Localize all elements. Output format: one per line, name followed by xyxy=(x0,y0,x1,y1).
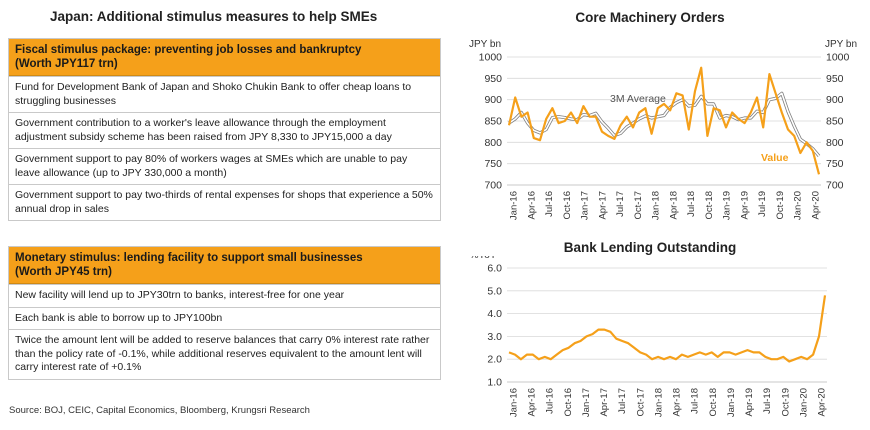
y-tick-label-right: 900 xyxy=(826,94,844,106)
monetary-heading: Monetary stimulus: lending facility to s… xyxy=(15,252,363,264)
y-tick-label: 6.0 xyxy=(487,263,502,275)
x-tick-label: Apr-16 xyxy=(527,388,538,417)
y-tick-label: 1.0 xyxy=(487,377,502,389)
x-tick-label: Jul-18 xyxy=(690,388,701,414)
y-tick-label: 850 xyxy=(484,116,502,128)
x-tick-label: Jul-16 xyxy=(544,191,555,217)
series-line-0 xyxy=(508,295,827,363)
y-axis-label: %YoY xyxy=(470,256,497,261)
monetary-panel: Monetary stimulus: lending facility to s… xyxy=(8,246,441,380)
y-tick-label-right: 950 xyxy=(826,73,844,85)
left-title: Japan: Additional stimulus measures to h… xyxy=(50,9,378,24)
x-tick-label: Apr-19 xyxy=(744,388,755,417)
x-tick-label: Jul-16 xyxy=(545,388,556,414)
y-tick-label: 5.0 xyxy=(487,285,502,297)
x-tick-label: Jan-18 xyxy=(653,388,664,417)
y-tick-label: 700 xyxy=(484,180,502,192)
x-tick-label: Jul-18 xyxy=(686,191,697,217)
y-tick-label: 800 xyxy=(484,137,502,149)
x-tick-label: Jan-16 xyxy=(509,388,520,417)
x-tick-label: Jul-19 xyxy=(762,388,773,414)
x-tick-label: Jan-20 xyxy=(793,191,804,220)
fiscal-subheading: (Worth JPY117 trn) xyxy=(15,58,118,70)
fiscal-item: Government support to pay two-thirds of … xyxy=(9,184,440,220)
fiscal-item: Fund for Development Bank of Japan and S… xyxy=(9,76,440,112)
y-tick-label-right: 850 xyxy=(826,116,844,128)
x-tick-label: Jan-17 xyxy=(580,191,591,220)
x-tick-label: Jul-17 xyxy=(615,191,626,217)
x-tick-label: Oct-18 xyxy=(704,191,715,220)
y-tick-label-right: 800 xyxy=(826,137,844,149)
x-tick-label: Apr-17 xyxy=(599,388,610,417)
fiscal-item: Government contribution to a worker's le… xyxy=(9,112,440,148)
x-tick-label: Apr-18 xyxy=(668,191,679,220)
machinery-chart-title: Core Machinery Orders xyxy=(575,10,725,25)
monetary-item: Twice the amount lent will be added to r… xyxy=(9,329,440,379)
y-tick-label: 3.0 xyxy=(487,331,502,343)
x-tick-label: Jul-19 xyxy=(757,191,768,217)
x-tick-label: Oct-19 xyxy=(775,191,786,220)
x-tick-label: Jan-19 xyxy=(722,191,733,220)
y-tick-label-right: 750 xyxy=(826,158,844,170)
bank-lending-chart: 1.0 2.0 3.0 4.0 5.0 6.0 %YoY Jan-16 Apr-16 Jul-16… xyxy=(470,256,828,417)
monetary-item: Each bank is able to borrow up to JPY100… xyxy=(9,306,440,330)
x-tick-label: Apr-18 xyxy=(672,388,683,417)
y-tick-label: 950 xyxy=(484,73,502,85)
x-tick-label: Oct-16 xyxy=(562,191,573,220)
machinery-orders-chart: 700 700 750 750 800 800 850 850 900 900 950 950 1000… xyxy=(469,39,857,220)
y-tick-label: 900 xyxy=(484,94,502,106)
x-tick-label: Oct-18 xyxy=(708,388,719,417)
fiscal-panel: Fiscal stimulus package: preventing job … xyxy=(8,38,441,221)
monetary-header: Monetary stimulus: lending facility to s… xyxy=(9,247,440,284)
x-tick-label: Oct-16 xyxy=(563,388,574,417)
annotation-value: Value xyxy=(761,152,789,164)
y-tick-label: 4.0 xyxy=(487,308,502,320)
y-tick-label: 1000 xyxy=(479,52,503,64)
series-line-0 xyxy=(508,92,820,157)
x-tick-label: Oct-19 xyxy=(780,388,791,417)
y-tick-label: 2.0 xyxy=(487,354,502,366)
x-tick-label: Apr-20 xyxy=(817,388,828,417)
series-line-1 xyxy=(507,66,821,175)
fiscal-heading: Fiscal stimulus package: preventing job … xyxy=(15,44,362,56)
y-axis-label: JPY bn xyxy=(469,39,501,50)
x-tick-label: Apr-16 xyxy=(526,191,537,220)
monetary-item: New facility will lend up to JPY30trn to… xyxy=(9,284,440,307)
x-tick-label: Apr-17 xyxy=(597,191,608,220)
y-tick-label: 750 xyxy=(484,158,502,170)
x-tick-label: Oct-17 xyxy=(633,191,644,220)
fiscal-item: Government support to pay 80% of workers… xyxy=(9,148,440,184)
x-tick-label: Jan-19 xyxy=(726,388,737,417)
x-tick-label: Jul-17 xyxy=(617,388,628,414)
x-tick-label: Jan-18 xyxy=(651,191,662,220)
x-tick-label: Jan-17 xyxy=(581,388,592,417)
x-tick-label: Apr-19 xyxy=(739,191,750,220)
x-tick-label: Jan-20 xyxy=(798,388,809,417)
annotation-3m-average: 3M Average xyxy=(610,93,666,105)
source-note: Source: BOJ, CEIC, Capital Economics, Bl… xyxy=(9,405,310,416)
y-axis-label-right: JPY bn xyxy=(825,39,857,50)
lending-chart-title: Bank Lending Outstanding xyxy=(563,240,737,255)
fiscal-header: Fiscal stimulus package: preventing job … xyxy=(9,39,440,76)
x-tick-label: Apr-20 xyxy=(811,191,822,220)
monetary-subheading: (Worth JPY45 trn) xyxy=(15,266,112,278)
x-tick-label: Oct-17 xyxy=(635,388,646,417)
y-tick-label-right: 700 xyxy=(826,180,844,192)
y-tick-label-right: 1000 xyxy=(826,52,850,64)
x-tick-label: Jan-16 xyxy=(509,191,520,220)
